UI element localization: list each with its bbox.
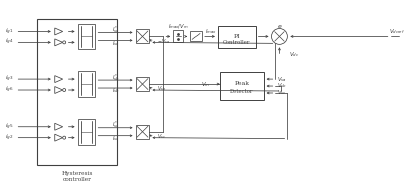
Bar [136, 125, 150, 139]
Bar [220, 72, 264, 100]
Bar [37, 19, 117, 165]
Text: $V_{sb}$: $V_{sb}$ [277, 82, 287, 91]
Text: Peak: Peak [234, 81, 249, 86]
Bar [77, 71, 96, 97]
Circle shape [63, 89, 66, 91]
Text: $I^*_{sb}$: $I^*_{sb}$ [112, 72, 119, 82]
Text: $I^*_{sc}$: $I^*_{sc}$ [112, 119, 119, 130]
Text: $i_{g6}$: $i_{g6}$ [5, 85, 14, 95]
Text: $V_{sc}$: $V_{sc}$ [277, 89, 287, 98]
Circle shape [272, 29, 288, 44]
Text: $i_{g5}$: $i_{g5}$ [5, 122, 14, 132]
Text: $V_{dc}$: $V_{dc}$ [289, 50, 300, 59]
Text: $i_{g2}$: $i_{g2}$ [5, 132, 14, 143]
Text: PI: PI [234, 34, 240, 39]
Text: Hysteresis: Hysteresis [61, 171, 93, 176]
Text: $V_{sc}$: $V_{sc}$ [157, 132, 166, 141]
Text: $V_{dcref}$: $V_{dcref}$ [389, 27, 405, 36]
Text: $I^*_{sa}$: $I^*_{sa}$ [112, 24, 119, 35]
Bar [173, 31, 183, 42]
Circle shape [63, 136, 66, 139]
Bar [136, 29, 150, 43]
Text: $-V_{sa}$: $-V_{sa}$ [157, 37, 171, 46]
Text: $i_{g4}$: $i_{g4}$ [5, 37, 14, 47]
Text: Detector: Detector [230, 89, 253, 93]
Text: $I_{sa}$: $I_{sa}$ [112, 39, 119, 48]
Text: $I_{sb}$: $I_{sb}$ [112, 86, 119, 95]
Circle shape [63, 41, 66, 44]
Text: $I_{sc}$: $I_{sc}$ [112, 134, 119, 143]
Bar [136, 77, 150, 91]
Bar [77, 24, 96, 49]
Text: $i_{g1}$: $i_{g1}$ [5, 26, 14, 37]
Text: $e$: $e$ [277, 23, 282, 30]
Text: $V_{sb}$: $V_{sb}$ [157, 85, 166, 93]
Text: Controller: Controller [223, 40, 250, 45]
Bar [77, 119, 96, 145]
Bar [190, 31, 202, 41]
Text: $i_{g3}$: $i_{g3}$ [5, 74, 14, 84]
Bar [218, 26, 255, 48]
Text: $I_{max}$: $I_{max}$ [205, 27, 217, 36]
Text: controller: controller [63, 177, 91, 182]
Text: $V_{sa}$: $V_{sa}$ [277, 75, 287, 84]
Text: $I_{max}/V_m$: $I_{max}/V_m$ [168, 22, 188, 31]
Text: $V_m$: $V_m$ [201, 80, 210, 89]
